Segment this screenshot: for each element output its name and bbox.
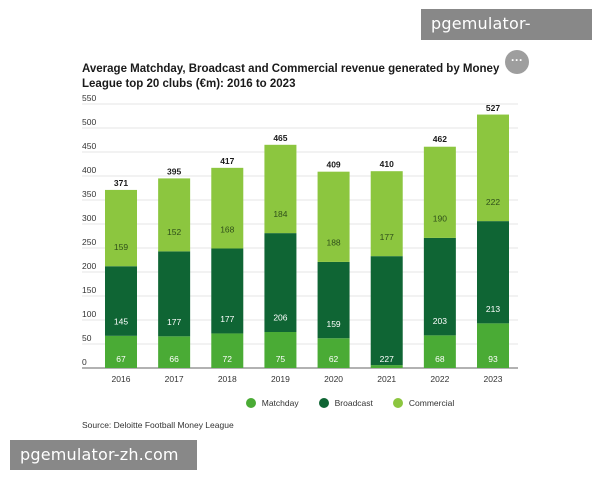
- y-tick-label: 50: [82, 333, 92, 343]
- data-label-matchday: 66: [169, 354, 179, 364]
- y-tick-label: 450: [82, 141, 96, 151]
- data-label-broadcast: 213: [486, 304, 500, 314]
- total-label: 462: [433, 134, 447, 144]
- total-label: 409: [326, 160, 340, 170]
- total-label: 371: [114, 178, 128, 188]
- chart-legend: Matchday Broadcast Commercial: [0, 398, 600, 408]
- bar-segment-commercial: [317, 171, 350, 262]
- bar-segment-broadcast: [211, 248, 244, 334]
- legend-item-matchday: Matchday: [146, 398, 299, 408]
- bar-segment-commercial: [211, 167, 244, 249]
- bar-segment-broadcast: [317, 261, 350, 339]
- y-tick-label: 500: [82, 117, 96, 127]
- y-tick-label: 350: [82, 189, 96, 199]
- y-tick-label: 150: [82, 285, 96, 295]
- x-tick-label: 2016: [112, 374, 131, 384]
- source-note: Source: Deloitte Football Money League: [82, 420, 234, 430]
- total-label: 417: [220, 156, 234, 166]
- y-tick-label: 100: [82, 309, 96, 319]
- total-label: 410: [380, 159, 394, 169]
- legend-label-commercial: Commercial: [408, 398, 455, 408]
- data-label-commercial: 222: [486, 197, 500, 207]
- x-tick-label: 2020: [324, 374, 343, 384]
- chart-title: Average Matchday, Broadcast and Commerci…: [82, 63, 500, 90]
- data-label-matchday: 68: [435, 354, 445, 364]
- bar-segment-commercial: [158, 178, 191, 252]
- x-tick-label: 2018: [218, 374, 237, 384]
- legend-item-broadcast: Broadcast: [318, 398, 373, 408]
- bar-segment-matchday: [105, 335, 137, 368]
- bar-segment-broadcast: [105, 266, 137, 336]
- bar-segment-matchday: [317, 338, 350, 368]
- bar-segment-broadcast: [370, 256, 403, 366]
- total-label: 395: [167, 166, 181, 176]
- data-label-commercial: 152: [167, 227, 181, 237]
- y-tick-label: 0: [82, 357, 87, 367]
- bar-segment-matchday: [370, 365, 403, 368]
- bar-segment-commercial: [370, 171, 403, 257]
- data-label-broadcast: 227: [380, 354, 394, 364]
- x-tick-label: 2023: [484, 374, 503, 384]
- legend-dot-matchday: [245, 398, 256, 408]
- bar-segment-broadcast: [423, 237, 456, 336]
- data-label-commercial: 184: [273, 209, 287, 219]
- data-label-broadcast: 203: [433, 316, 447, 326]
- y-tick-label: 300: [82, 213, 96, 223]
- y-tick-label: 200: [82, 261, 96, 271]
- data-label-matchday: 72: [223, 354, 233, 364]
- x-tick-label: 2017: [165, 374, 184, 384]
- data-label-matchday: 75: [276, 354, 286, 364]
- legend-dot-commercial: [392, 398, 403, 408]
- y-tick-label: 400: [82, 165, 96, 175]
- bar-segment-broadcast: [477, 221, 509, 324]
- bar-segment-commercial: [105, 189, 137, 267]
- data-label-commercial: 168: [220, 224, 234, 234]
- bar-segment-matchday: [477, 323, 509, 368]
- total-label: 527: [486, 103, 500, 113]
- data-label-broadcast: 177: [167, 317, 181, 327]
- bar-segment-matchday: [158, 336, 191, 368]
- x-tick-label: 2019: [271, 374, 290, 384]
- bar-segment-matchday: [211, 333, 244, 368]
- bar-segment-matchday: [423, 335, 456, 368]
- data-label-broadcast: 206: [273, 313, 287, 323]
- more-options-button[interactable]: ···: [505, 50, 529, 74]
- data-label-commercial: 190: [433, 214, 447, 224]
- data-label-broadcast: 177: [220, 314, 234, 324]
- data-label-commercial: 188: [326, 238, 340, 248]
- legend-dot-broadcast: [318, 398, 329, 408]
- watermark-top: pgemulator-zh.com: [421, 9, 592, 63]
- legend-label-matchday: Matchday: [261, 398, 299, 408]
- data-label-commercial: 159: [114, 242, 128, 252]
- legend-item-commercial: Commercial: [392, 398, 455, 408]
- bar-segment-commercial: [264, 144, 297, 234]
- bar-segment-commercial: [477, 114, 509, 222]
- data-label-commercial: 177: [380, 232, 394, 242]
- bar-segment-broadcast: [158, 251, 191, 337]
- legend-label-broadcast: Broadcast: [334, 398, 373, 408]
- bar-segment-broadcast: [264, 233, 297, 332]
- data-label-matchday: 62: [329, 354, 339, 364]
- y-tick-label: 250: [82, 237, 96, 247]
- data-label-broadcast: 159: [326, 319, 340, 329]
- watermark-bottom: pgemulator-zh.com: [10, 440, 197, 470]
- data-label-matchday: 93: [488, 354, 498, 364]
- bar-segment-commercial: [423, 146, 456, 238]
- x-tick-label: 2021: [377, 374, 396, 384]
- bar-segment-matchday: [264, 332, 297, 368]
- data-label-broadcast: 145: [114, 316, 128, 326]
- total-label: 465: [273, 133, 287, 143]
- y-tick-label: 550: [82, 93, 96, 103]
- data-label-matchday: 67: [116, 354, 126, 364]
- x-tick-label: 2022: [430, 374, 449, 384]
